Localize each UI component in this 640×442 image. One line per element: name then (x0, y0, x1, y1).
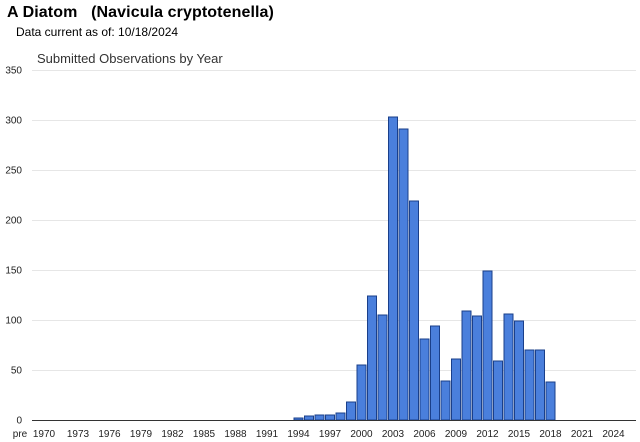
x-tick-label: 2021 (571, 429, 594, 440)
y-tick-label: 50 (11, 366, 23, 377)
y-tick-label: 300 (5, 116, 22, 127)
x-tick-label: 2003 (382, 429, 405, 440)
bar-1995 (304, 415, 314, 421)
bar-2004 (398, 128, 409, 421)
x-tick-label: pre (13, 429, 28, 440)
x-tick-label: 1997 (319, 429, 342, 440)
bar-2018 (545, 381, 556, 421)
x-tick-label: 1970 (33, 429, 56, 440)
x-tick-label: 1994 (287, 429, 310, 440)
page-title: A Diatom (Navicula cryptotenella) (7, 4, 274, 21)
data-date-subtitle: Data current as of: 10/18/2024 (16, 25, 179, 39)
bar-2002 (377, 314, 388, 421)
x-tick-label: 2015 (508, 429, 531, 440)
y-tick-label: 350 (5, 66, 22, 77)
bar-2012 (482, 270, 493, 421)
y-tick-label: 200 (5, 216, 22, 227)
bar-2000 (356, 364, 367, 421)
y-tick-label: 250 (5, 166, 22, 177)
y-tick-label: 0 (16, 416, 22, 427)
bar-2005 (409, 200, 419, 421)
y-axis-ticks: 0 50 100 150 200 250 300 350 (5, 66, 22, 427)
chart-title: Submitted Observations by Year (37, 51, 223, 66)
bar-1994 (293, 417, 304, 421)
gridlines (32, 70, 636, 371)
x-tick-label: 2006 (413, 429, 436, 440)
y-tick-label: 100 (5, 316, 22, 327)
y-tick-label: 150 (5, 266, 22, 277)
x-tick-label: 1988 (224, 429, 247, 440)
bar-1998 (335, 412, 346, 421)
x-tick-label: 2000 (350, 429, 373, 440)
x-tick-label: 2018 (539, 429, 562, 440)
bar-2007 (430, 325, 440, 421)
x-tick-label: 1973 (67, 429, 90, 440)
bar-1999 (346, 401, 356, 421)
x-tick-label: 2009 (445, 429, 468, 440)
x-axis-ticks: pre 1970 1973 1976 1979 1982 1985 1988 1991 1994 1… (13, 429, 625, 440)
bar-2015 (514, 320, 524, 421)
bar-2003 (388, 116, 398, 421)
x-tick-label: 2024 (602, 429, 625, 440)
bars (293, 116, 556, 421)
bar-2008 (440, 380, 451, 421)
bar-2014 (503, 313, 514, 421)
x-tick-label: 1982 (161, 429, 184, 440)
bar-2009 (451, 358, 461, 421)
bar-2006 (419, 338, 430, 421)
x-tick-label: 1976 (98, 429, 121, 440)
bar-1997 (325, 414, 335, 421)
bar-2013 (493, 360, 503, 421)
x-tick-label: 1991 (256, 429, 279, 440)
bar-2010 (461, 310, 472, 421)
bar-2017 (535, 349, 545, 421)
x-tick-label: 1979 (130, 429, 153, 440)
bar-2001 (367, 295, 377, 421)
bar-2016 (524, 349, 535, 421)
x-tick-label: 1985 (193, 429, 216, 440)
x-tick-label: 2012 (476, 429, 499, 440)
bar-2011 (472, 315, 482, 421)
bar-1996 (314, 414, 325, 421)
